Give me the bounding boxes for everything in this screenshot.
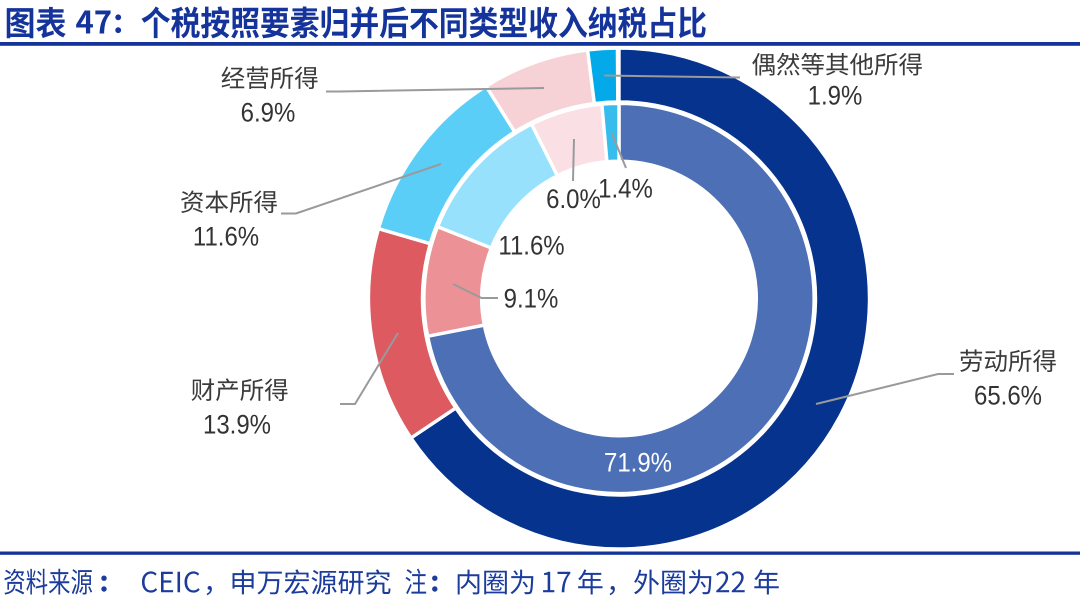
svg-text:6.0%: 6.0% xyxy=(546,185,601,214)
svg-text:71.9%: 71.9% xyxy=(604,448,672,477)
svg-text:1.4%: 1.4% xyxy=(598,174,653,203)
svg-text:13.9%: 13.9% xyxy=(203,410,271,439)
svg-text:1.9%: 1.9% xyxy=(808,81,863,110)
svg-text:6.9%: 6.9% xyxy=(241,98,296,127)
svg-text:11.6%: 11.6% xyxy=(193,222,259,251)
svg-text:11.6%: 11.6% xyxy=(498,231,564,260)
svg-text:9.1%: 9.1% xyxy=(504,284,559,313)
svg-text:65.6%: 65.6% xyxy=(974,381,1042,410)
